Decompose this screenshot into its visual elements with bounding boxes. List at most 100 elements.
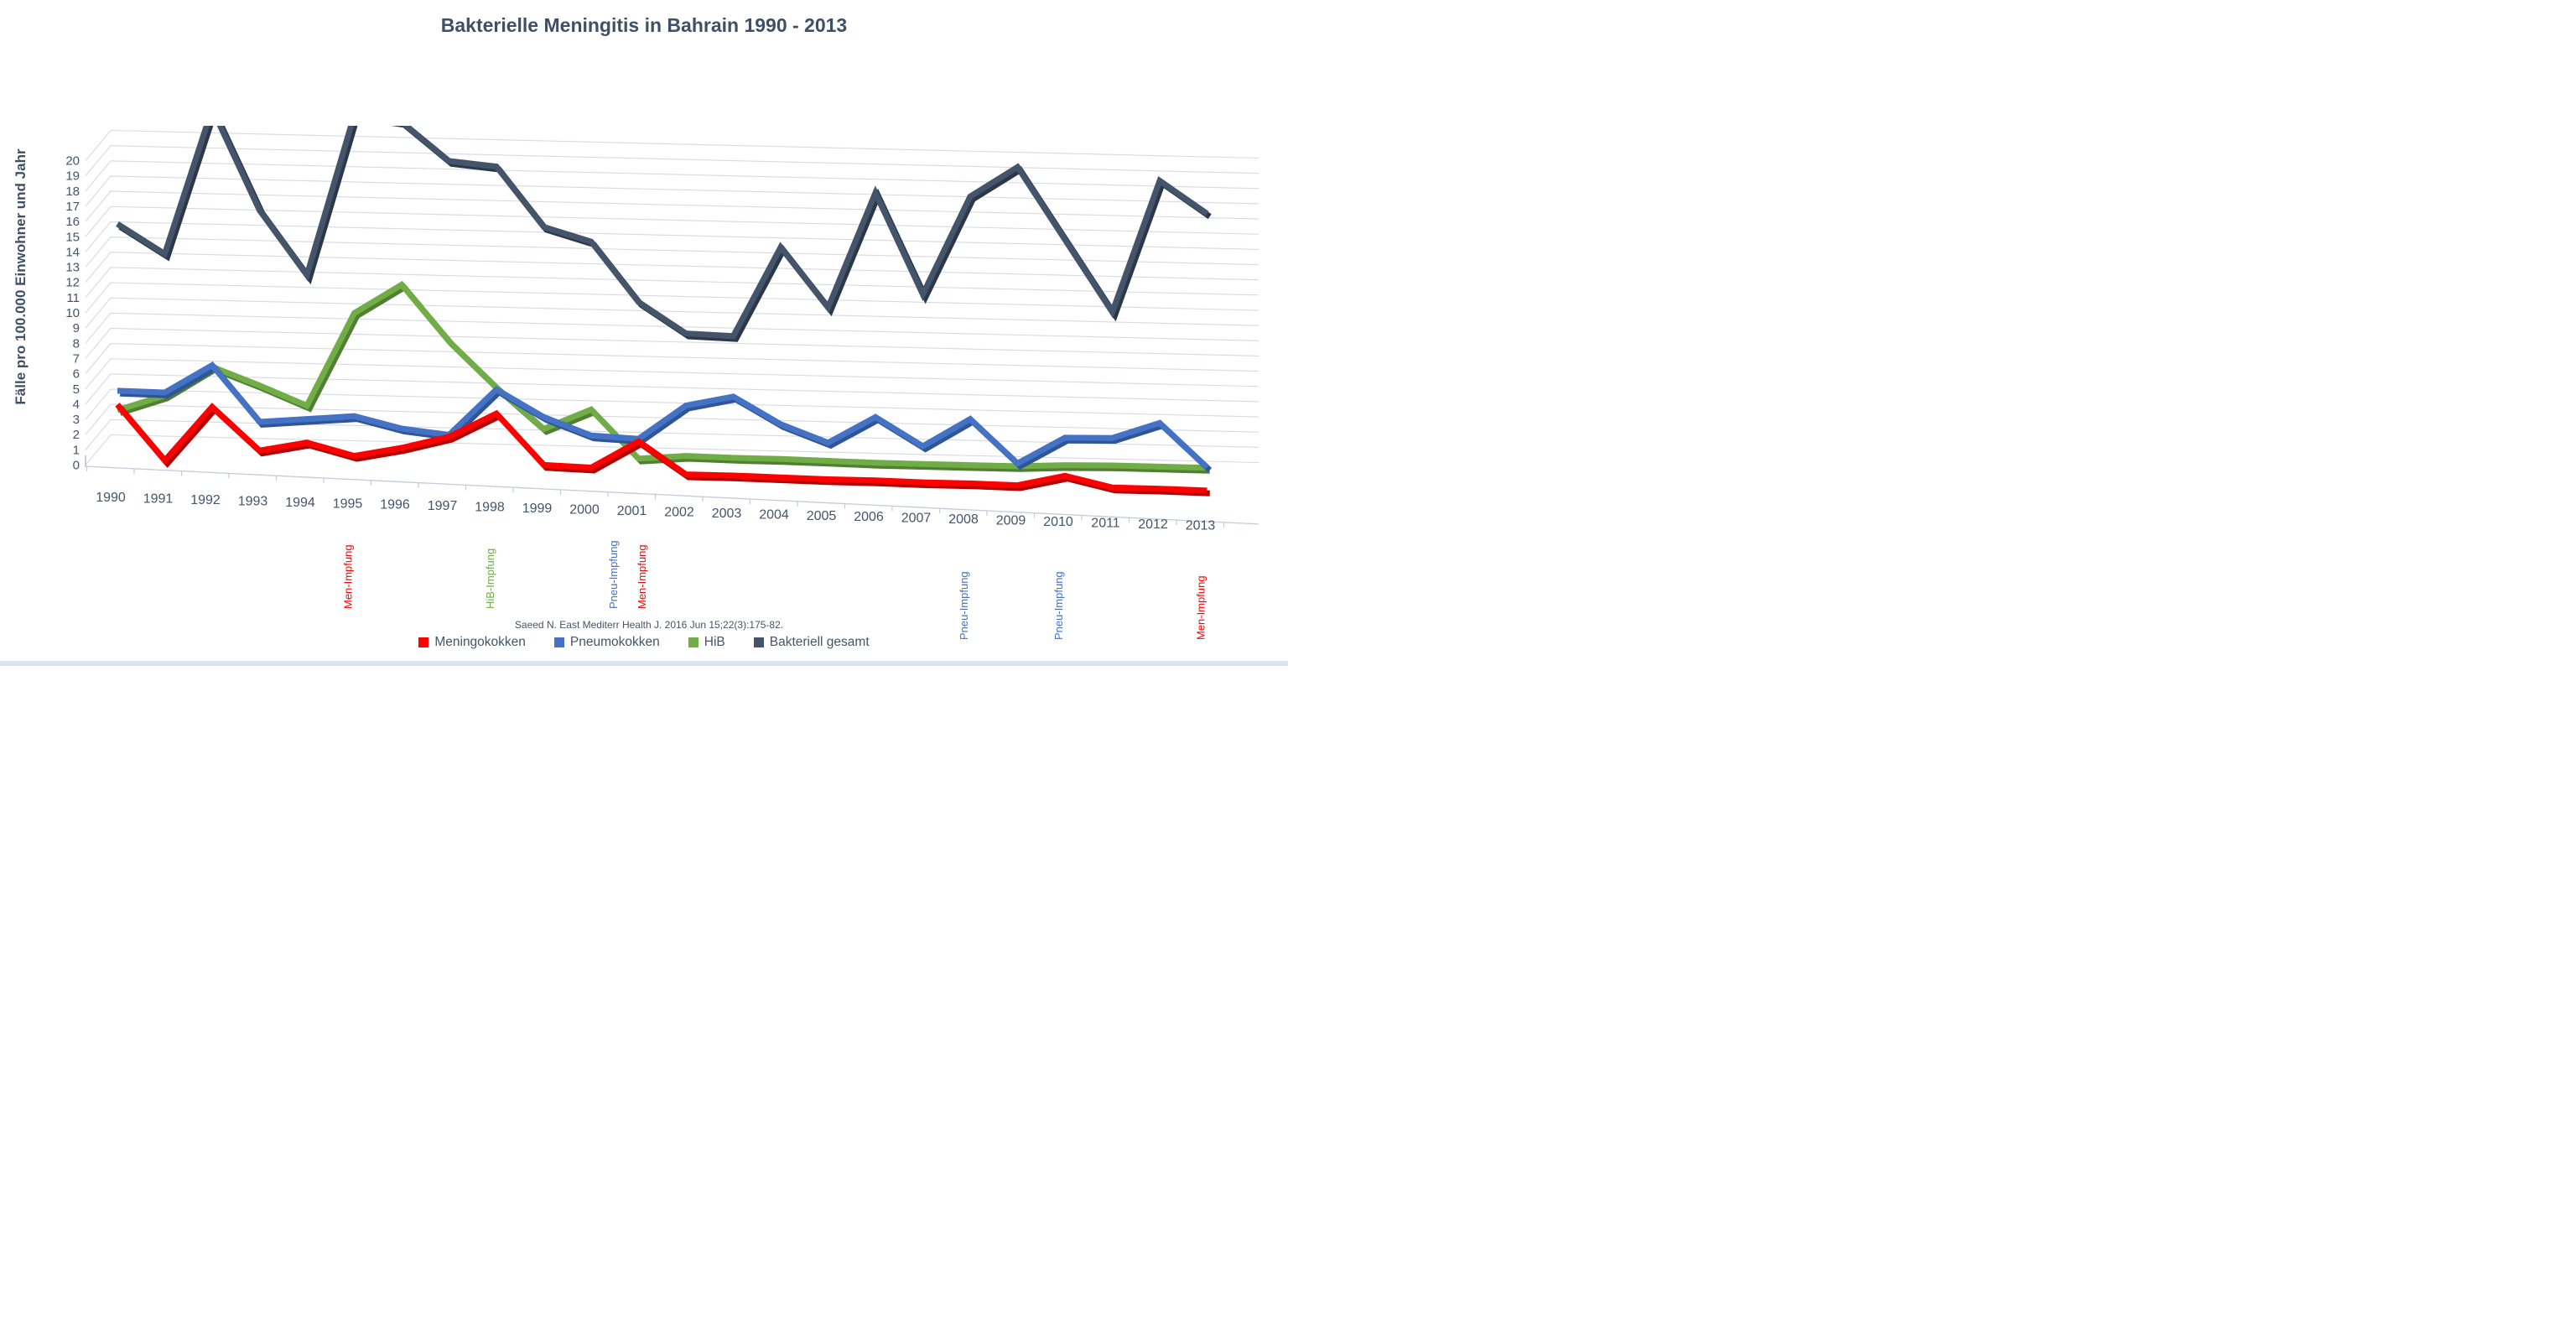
legend: Meningokokken Pneumokokken HiB Bakteriel… <box>0 635 1288 650</box>
ribbon-line <box>115 403 1208 494</box>
y-tick-label-11: 11 <box>66 291 80 305</box>
legend-label-bakteriell-gesamt: Bakteriell gesamt <box>769 635 870 649</box>
data-series <box>115 126 1213 497</box>
annotation-men-impfung-2013: Men-Impfung <box>1195 575 1208 640</box>
annotation-hib-impfung-1998: HiB-Impfung <box>484 549 496 609</box>
legend-label-meningokokken: Meningokokken <box>434 635 526 649</box>
year-label-1990: 1990 <box>96 491 126 505</box>
year-label-2004: 2004 <box>759 507 789 522</box>
ribbon-edge <box>119 283 1210 474</box>
legend-swatch-bakteriell-gesamt-icon <box>753 637 764 647</box>
gridline-10 <box>85 282 1259 314</box>
y-tick-label-8: 8 <box>73 336 80 351</box>
year-label-1996: 1996 <box>380 498 410 512</box>
y-tick-label-13: 13 <box>65 261 80 275</box>
y-tick-label-17: 17 <box>65 200 80 214</box>
ribbon-edge <box>120 364 1213 473</box>
y-tick-label-5: 5 <box>73 382 80 397</box>
y-tick-label-6: 6 <box>73 367 80 382</box>
year-label-2010: 2010 <box>1043 515 1073 529</box>
y-tick-label-2: 2 <box>73 428 80 442</box>
y-tick-label-9: 9 <box>73 321 80 335</box>
gridline-6 <box>85 343 1259 374</box>
legend-label-pneumokokken: Pneumokokken <box>569 635 660 649</box>
year-label-2013: 2013 <box>1186 518 1216 533</box>
gridline-17 <box>85 175 1259 207</box>
year-label-2002: 2002 <box>664 505 694 519</box>
gridline-4 <box>85 373 1259 405</box>
y-tick-label-4: 4 <box>73 398 80 412</box>
year-label-1991: 1991 <box>143 491 174 506</box>
y-tick-label-0: 0 <box>73 459 80 473</box>
annotation-men-impfung-2001: Men-Impfung <box>636 544 648 609</box>
y-tick-label-7: 7 <box>73 351 80 366</box>
gridline-12 <box>85 252 1259 283</box>
year-label-1997: 1997 <box>428 499 458 513</box>
y-tick-label-12: 12 <box>65 276 80 290</box>
legend-item-pneumokokken: Pneumokokken <box>553 635 660 650</box>
gridline-0 <box>85 434 1259 465</box>
gridline-14 <box>85 221 1259 252</box>
y-tick-label-3: 3 <box>73 413 80 427</box>
series-bakteriell-gesamt <box>116 126 1212 342</box>
year-label-1993: 1993 <box>238 494 268 508</box>
gridline-11 <box>85 267 1259 299</box>
legend-item-hib: HiB <box>688 635 725 650</box>
gridline-16 <box>85 190 1259 222</box>
y-tick-label-14: 14 <box>65 245 80 259</box>
year-label-1999: 1999 <box>522 502 553 516</box>
year-label-1995: 1995 <box>333 497 363 511</box>
year-label-2000: 2000 <box>569 503 600 517</box>
source-citation: Saeed N. East Mediterr Health J. 2016 Ju… <box>515 619 783 631</box>
gridline-19 <box>85 145 1259 177</box>
vaccination-annotations: Men-Impfung HiB-Impfung Pneu-Impfung Men-Im… <box>342 540 1208 640</box>
chart-title: Bakterielle Meningitis in Bahrain 1990 -… <box>441 14 847 36</box>
year-label-2011: 2011 <box>1091 516 1120 530</box>
year-label-2007: 2007 <box>901 512 932 526</box>
gridline-1 <box>85 419 1259 450</box>
gridline-18 <box>85 160 1259 192</box>
series-meningokokken <box>115 403 1210 497</box>
y-tick-label-19: 19 <box>65 169 80 184</box>
axes <box>85 455 1259 528</box>
year-label-2009: 2009 <box>996 514 1026 528</box>
legend-item-bakteriell-gesamt: Bakteriell gesamt <box>753 635 870 650</box>
annotation-men-impfung-1995: Men-Impfung <box>342 544 355 609</box>
series-pneumokokken <box>117 361 1213 473</box>
ribbon-line <box>116 126 1209 340</box>
gridlines <box>85 129 1259 465</box>
y-tick-label-10: 10 <box>65 306 80 320</box>
y-axis-title: Fälle pro 100.000 Einwohner und Jahr <box>13 148 29 405</box>
year-label-2003: 2003 <box>712 507 742 521</box>
gridline-3 <box>85 388 1259 420</box>
year-label-2001: 2001 <box>617 504 647 518</box>
gridline-7 <box>85 327 1259 359</box>
legend-swatch-hib-icon <box>688 637 699 647</box>
year-label-2008: 2008 <box>948 512 979 527</box>
year-label-2006: 2006 <box>854 510 884 524</box>
year-label-1992: 1992 <box>190 493 221 507</box>
year-label-1994: 1994 <box>285 496 315 510</box>
gridline-15 <box>85 205 1259 237</box>
y-tick-label-20: 20 <box>65 154 80 169</box>
bottom-edge-strip <box>0 661 1288 666</box>
x-axis-line <box>85 465 1259 525</box>
annotation-pneu-impfung-2001: Pneu-Impfung <box>607 540 620 609</box>
legend-swatch-pneumokokken-icon <box>553 637 564 647</box>
annotation-pneu-impfung-2010: Pneu-Impfung <box>1052 571 1065 640</box>
y-tick-label-1: 1 <box>73 443 80 457</box>
year-label-1998: 1998 <box>475 501 505 515</box>
y-tick-label-16: 16 <box>65 215 80 229</box>
year-label-2005: 2005 <box>807 509 837 523</box>
year-label-2012: 2012 <box>1138 517 1168 532</box>
ribbon-line <box>116 280 1208 471</box>
legend-item-meningokokken: Meningokokken <box>418 635 526 650</box>
legend-swatch-meningokokken-icon <box>418 637 429 647</box>
legend-label-hib: HiB <box>704 635 725 649</box>
gridline-9 <box>85 297 1259 329</box>
x-year-labels: 1990 1991 1992 1993 1994 1995 1996 1997 1998 1999… <box>96 491 1215 533</box>
gridline-8 <box>85 312 1259 344</box>
y-tick-label-15: 15 <box>65 230 80 244</box>
gridline-5 <box>85 358 1259 390</box>
